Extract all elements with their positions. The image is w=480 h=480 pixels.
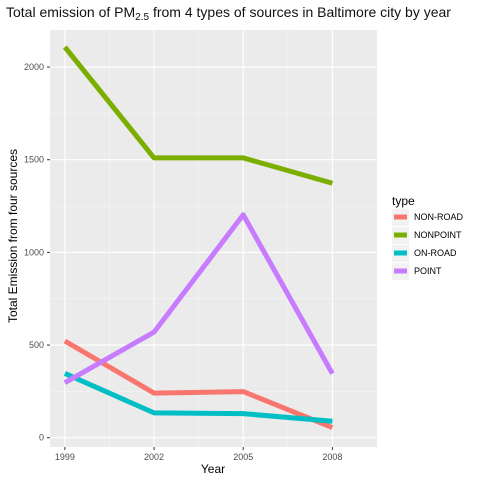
series-lines <box>62 45 335 430</box>
y-tick-label: 500 <box>29 340 44 350</box>
series-line-nonpoint <box>62 45 334 186</box>
y-tick-label: 1000 <box>24 247 44 257</box>
x-tick-label: 2005 <box>233 452 253 462</box>
x-tick-label: 1999 <box>55 452 75 462</box>
chart-title-suffix: from 4 types of sources in Baltimore cit… <box>149 4 451 20</box>
chart-title: Total emission of PM2.5 from 4 types of … <box>6 4 451 23</box>
series-line-non-road <box>63 338 334 430</box>
major-grid <box>50 30 377 447</box>
legend-label: POINT <box>414 266 442 276</box>
minor-grid <box>50 30 377 447</box>
y-axis-label: Total Emission from four sources <box>6 149 20 323</box>
legend-title: type <box>392 194 415 208</box>
y-tick-label: 2000 <box>24 62 44 72</box>
x-axis: 1999 2002 2005 2008 <box>55 447 342 462</box>
series-line-point <box>63 212 335 385</box>
x-tick-label: 2008 <box>322 452 342 462</box>
series-line-on-road <box>63 371 333 424</box>
x-axis-label: Year <box>201 462 225 476</box>
legend: type NON-ROAD NONPOINT ON-ROAD POINT <box>392 194 463 280</box>
y-axis: 0 500 1000 1500 2000 <box>24 62 50 443</box>
legend-label: NONPOINT <box>414 230 462 240</box>
chart-title-subscript: 2.5 <box>135 12 150 23</box>
y-tick-label: 1500 <box>24 155 44 165</box>
legend-label: NON-ROAD <box>414 212 463 222</box>
chart-title-prefix: Total emission of PM <box>6 4 136 20</box>
legend-label: ON-ROAD <box>414 248 457 258</box>
y-tick-label: 0 <box>39 433 44 443</box>
x-tick-label: 2002 <box>144 452 164 462</box>
